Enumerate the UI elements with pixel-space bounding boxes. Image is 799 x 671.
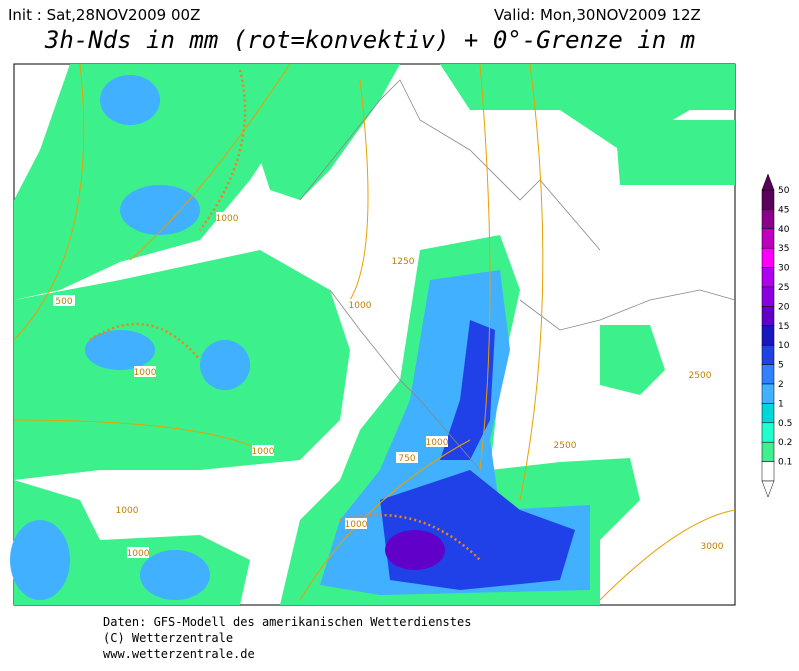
contour-label: 750: [398, 454, 415, 464]
colorbar-label: 0.5: [778, 419, 792, 429]
colorbar-swatch: [761, 364, 775, 385]
colorbar-swatch: [761, 441, 775, 462]
colorbar-swatch: [761, 267, 775, 288]
contour-label: 1000: [345, 520, 368, 530]
title: 3h-Nds in mm (rot=konvektiv) + 0°-Grenze…: [44, 26, 695, 54]
contour-label: 2500: [554, 441, 577, 451]
contour-label: 500: [55, 297, 72, 307]
colorbar-swatch: [761, 286, 775, 307]
colorbar-label: 25: [778, 283, 789, 293]
colorbar-swatch: [761, 403, 775, 424]
colorbar-label: 10: [778, 341, 790, 351]
contour-label: 3000: [701, 542, 724, 552]
contour-label: 1000: [426, 438, 449, 448]
colorbar-label: 45: [778, 205, 789, 215]
footer-line: www.wetterzentrale.de: [103, 647, 255, 661]
map: 1000 1250 1000 500 1000 1000 1000 1000 750 1000 25…: [10, 63, 736, 606]
contour-label: 1000: [216, 214, 239, 224]
colorbar-cap: [761, 173, 775, 191]
contour-label-bg: [426, 436, 448, 447]
contour-label: 1000: [116, 506, 139, 516]
colorbar-swatch: [761, 422, 775, 443]
colorbar-swatch: [761, 247, 775, 268]
contour-label-bg: [701, 540, 723, 551]
colorbar-swatch: [761, 189, 775, 210]
contour-label: 1000: [252, 447, 275, 457]
convective-contours: [89, 69, 481, 561]
colorbar-label: 40: [778, 225, 790, 235]
colorbar-swatch: [761, 344, 775, 365]
contour-label-bg: [689, 369, 711, 380]
footer-line: Daten: GFS-Modell des amerikanischen Wet…: [103, 615, 471, 629]
colorbar-cap: [761, 480, 775, 498]
contour-label-bg: [134, 366, 156, 377]
contour-label: 1000: [127, 549, 150, 559]
colorbar-label: 20: [778, 302, 790, 312]
colorbar-swatch: [761, 461, 775, 482]
contour-label-bg: [396, 452, 418, 463]
colorbar-label: 30: [778, 264, 790, 274]
colorbar-swatch: [761, 325, 775, 346]
contour-label-bg: [127, 547, 149, 558]
contour-label-bg: [53, 295, 75, 306]
colorbar-label: 1: [778, 399, 784, 409]
colorbar-swatch: [761, 306, 775, 327]
colorbar-label: 0.1: [778, 458, 792, 468]
colorbar-label: 35: [778, 244, 789, 254]
contour-label-bg: [116, 504, 138, 515]
contour-label: 1000: [349, 301, 372, 311]
colorbar-label: 5: [778, 361, 784, 371]
footer-line: (C) Wetterzentrale: [103, 631, 233, 645]
contour-label-bg: [349, 299, 371, 310]
colorbar-label: 2: [778, 380, 784, 390]
contour-label-bg: [216, 212, 238, 223]
contour-label: 2500: [689, 371, 712, 381]
contour-label: 1000: [134, 368, 157, 378]
colorbar-swatch: [761, 383, 775, 404]
colorbar-label: 0.2: [778, 438, 792, 448]
colorbar-label: 15: [778, 322, 789, 332]
precip-max: [385, 530, 445, 570]
colorbar-swatch: [761, 209, 775, 230]
contour-label-bg: [345, 518, 367, 529]
contour-labels: 1000 1250 1000 500 1000 1000 1000 1000 750 1000 25…: [53, 212, 724, 559]
coastlines: [299, 79, 736, 471]
colorbar: 50 45 40 35 30 25 20 15 10 5 2 1 0.5 0.2 0.1: [761, 173, 792, 498]
colorbar-label: 50: [778, 186, 790, 196]
valid-text: Valid: Mon,30NOV2009 12Z: [494, 6, 701, 24]
contour-label: 1250: [392, 257, 415, 267]
contour-label-bg: [392, 255, 414, 266]
freezing-level-contours: [13, 63, 736, 601]
colorbar-swatch: [761, 228, 775, 249]
init-text: Init : Sat,28NOV2009 00Z: [8, 6, 200, 24]
contour-label-bg: [252, 445, 274, 456]
contour-label-bg: [554, 439, 576, 450]
